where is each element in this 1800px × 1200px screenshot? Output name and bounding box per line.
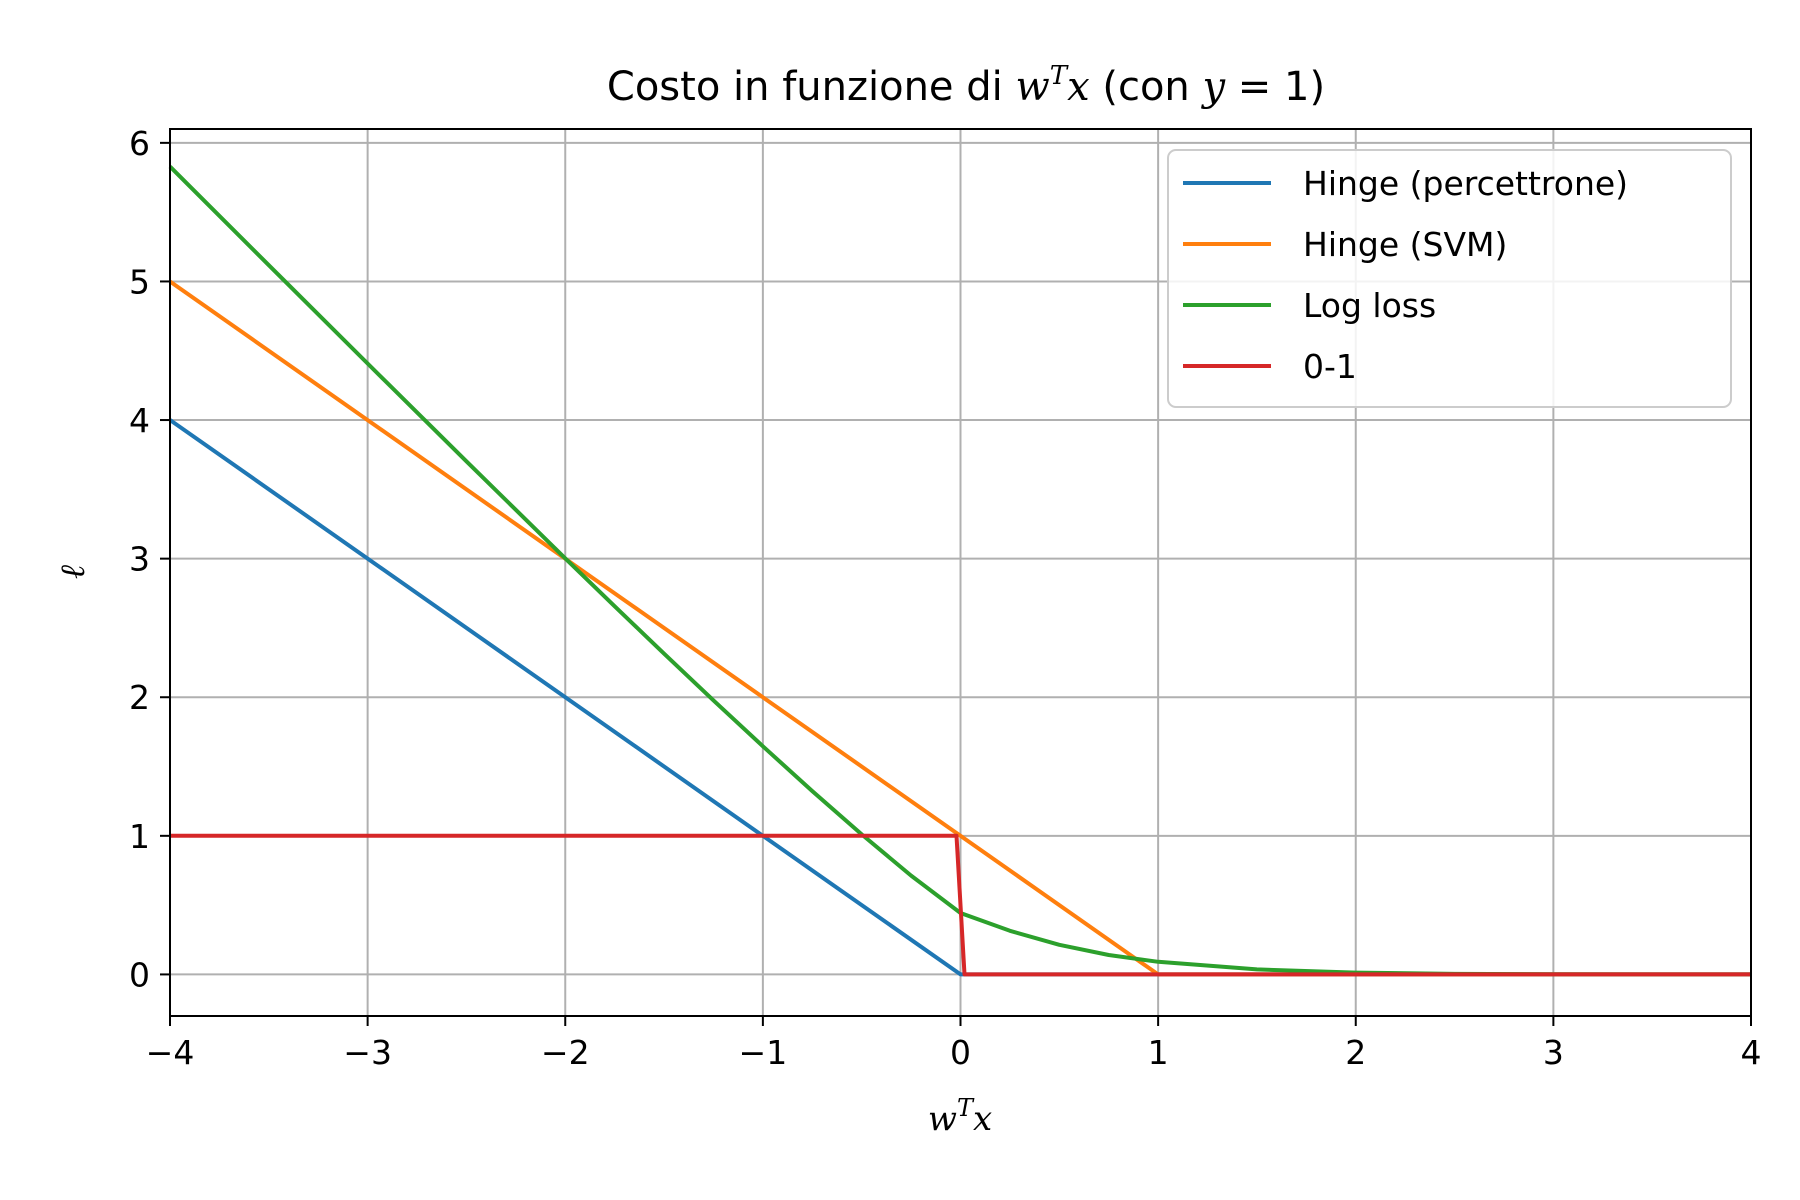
x-tick-label: 0 bbox=[950, 1033, 971, 1072]
y-ticks: 0 1 2 3 4 5 6 bbox=[129, 124, 170, 994]
legend-label: Hinge (SVM) bbox=[1303, 225, 1507, 264]
legend-label: Log loss bbox=[1303, 286, 1436, 325]
y-tick-label: 6 bbox=[129, 124, 150, 163]
plot-lines bbox=[168, 165, 1751, 977]
y-tick-label: 0 bbox=[129, 955, 150, 994]
legend-label: Hinge (percettrone) bbox=[1303, 164, 1628, 203]
x-tick-label: −2 bbox=[541, 1033, 590, 1072]
x-tick-label: 1 bbox=[1148, 1033, 1169, 1072]
x-tick-label: 3 bbox=[1543, 1033, 1564, 1072]
x-tick-label: −1 bbox=[739, 1033, 788, 1072]
x-tick-label: −4 bbox=[146, 1033, 195, 1072]
x-axis-label: wTx bbox=[928, 1094, 992, 1139]
y-tick-label: 4 bbox=[129, 401, 150, 440]
y-axis-label: ℓ bbox=[53, 565, 93, 579]
y-tick-label: 3 bbox=[129, 540, 150, 579]
legend-box bbox=[1167, 149, 1732, 408]
chart-title: Costo in funzione di wTx (con y = 1) bbox=[607, 61, 1325, 110]
x-tick-label: −3 bbox=[343, 1033, 392, 1072]
series-line-0-1 bbox=[170, 833, 1751, 977]
y-tick-label: 2 bbox=[129, 678, 150, 717]
x-tick-label: 2 bbox=[1345, 1033, 1366, 1072]
x-ticks: −4 −3 −2 −1 0 1 2 3 4 bbox=[146, 1016, 1762, 1072]
y-tick-label: 1 bbox=[129, 817, 150, 856]
x-tick-label: 4 bbox=[1741, 1033, 1762, 1072]
legend: Hinge (percettrone) Hinge (SVM) Log loss 0-… bbox=[1167, 149, 1732, 408]
y-tick-label: 5 bbox=[129, 262, 150, 301]
legend-label: 0-1 bbox=[1303, 347, 1357, 386]
